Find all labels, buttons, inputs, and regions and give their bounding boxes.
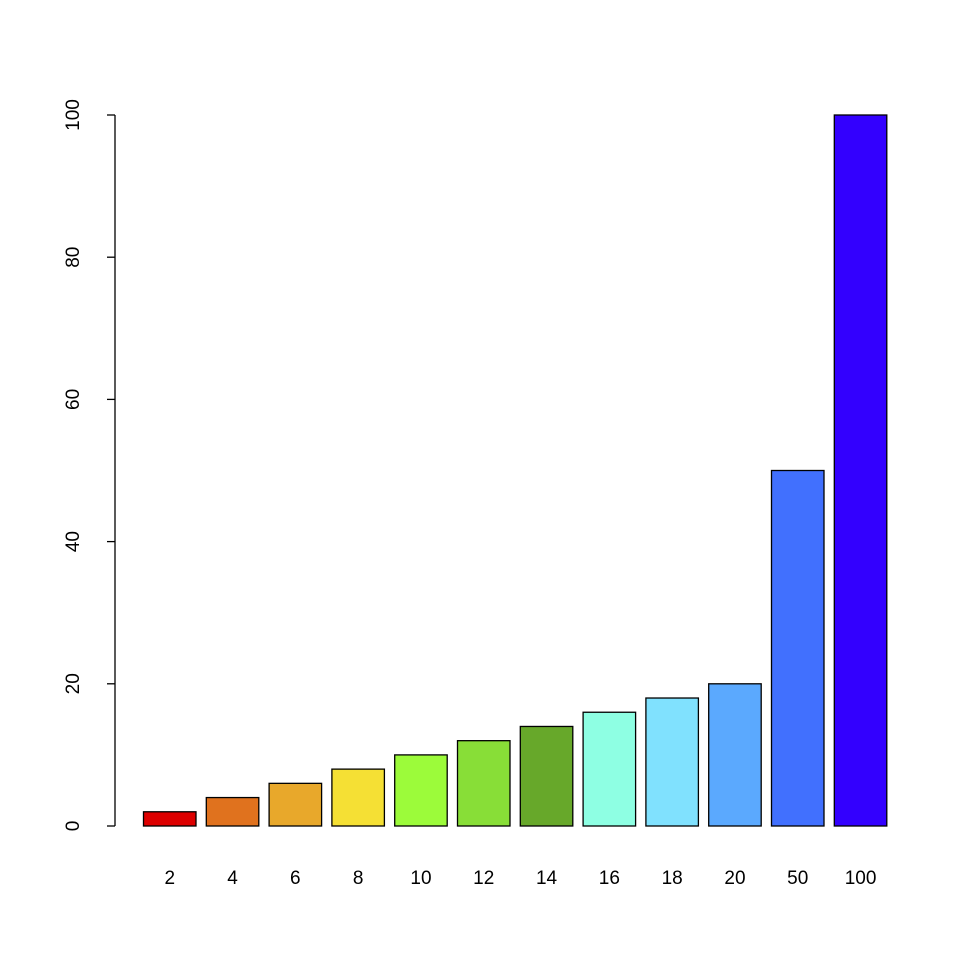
bar-18 [645, 697, 700, 827]
x-tick-label: 12 [473, 868, 494, 889]
x-tick-label: 10 [410, 868, 431, 889]
bar-10 [394, 754, 448, 827]
x-tick-label: 100 [845, 868, 877, 889]
bar-6 [268, 782, 323, 827]
y-tick-label: 0 [63, 821, 84, 832]
bar-2 [142, 811, 197, 827]
bar-8 [331, 768, 386, 827]
x-tick-label: 18 [662, 868, 683, 889]
y-tick-label: 60 [63, 389, 84, 410]
y-tick-label: 80 [63, 247, 84, 268]
y-axis: 0 20 40 60 80 100 [63, 99, 116, 832]
bar-100 [833, 114, 888, 827]
bar-12 [456, 740, 511, 827]
bar-20 [708, 683, 762, 827]
x-tick-label: 8 [353, 868, 364, 889]
bar-50 [770, 469, 825, 827]
x-tick-label: 20 [724, 868, 745, 889]
y-tick-label: 40 [63, 531, 84, 552]
y-tick-label: 20 [63, 673, 84, 694]
x-tick-label: 6 [290, 868, 301, 889]
bar-4 [205, 796, 260, 827]
bar-14 [519, 725, 574, 827]
x-axis-labels: 2 4 6 8 10 12 14 16 18 20 50 100 [164, 868, 876, 889]
y-tick-label: 100 [63, 99, 84, 131]
bars [142, 114, 888, 827]
x-tick-label: 16 [599, 868, 620, 889]
x-tick-label: 2 [164, 868, 175, 889]
x-tick-label: 50 [787, 868, 808, 889]
bar-16 [582, 711, 637, 827]
x-tick-label: 14 [536, 868, 558, 889]
x-tick-label: 4 [227, 868, 238, 889]
